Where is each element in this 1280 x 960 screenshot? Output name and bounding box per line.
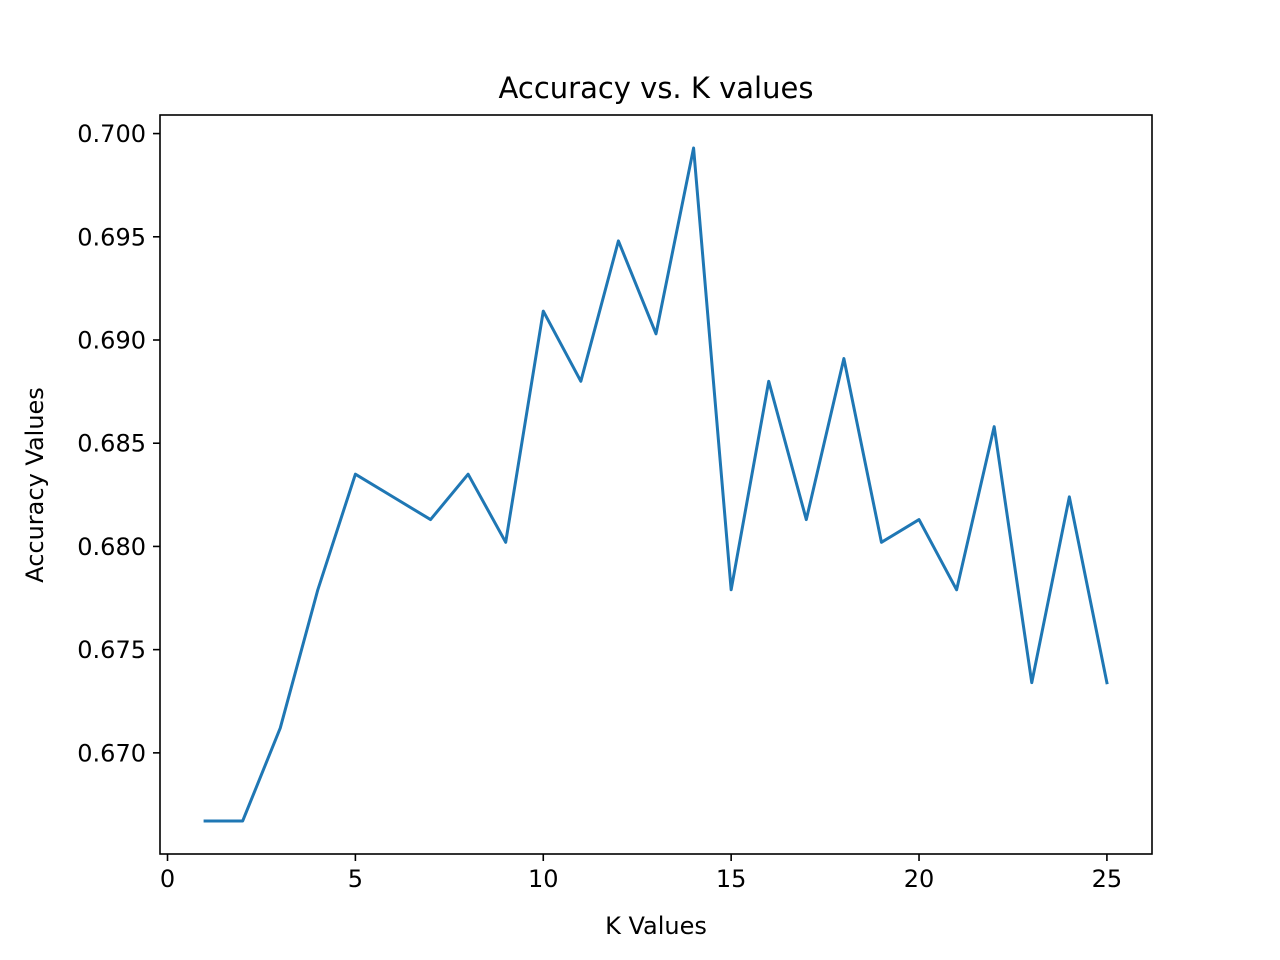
x-tick-label: 25	[1092, 865, 1123, 893]
y-tick-label: 0.700	[77, 120, 146, 148]
x-tick-label: 5	[348, 865, 363, 893]
y-tick-label: 0.670	[77, 739, 146, 767]
x-tick-label: 20	[904, 865, 935, 893]
y-tick-label: 0.680	[77, 533, 146, 561]
plot-area	[203, 146, 1109, 823]
series-line-0	[203, 146, 1109, 823]
chart-title: Accuracy vs. K values	[499, 71, 814, 105]
y-axis-label: Accuracy Values	[21, 387, 49, 583]
y-tick-label: 0.690	[77, 327, 146, 355]
y-tick-label: 0.695	[77, 223, 146, 251]
x-tick-label: 15	[716, 865, 747, 893]
x-axis-label: K Values	[605, 912, 707, 940]
axes-frame	[159, 114, 1153, 855]
y-tick-label: 0.675	[77, 636, 146, 664]
x-axis: 0 5 10 15 20 25	[160, 854, 1122, 893]
x-tick-label: 0	[160, 865, 175, 893]
y-tick-label: 0.685	[77, 430, 146, 458]
x-tick-label: 10	[528, 865, 559, 893]
y-axis: 0.670 0.675 0.680 0.685 0.690 0.695 0.700	[77, 120, 160, 767]
